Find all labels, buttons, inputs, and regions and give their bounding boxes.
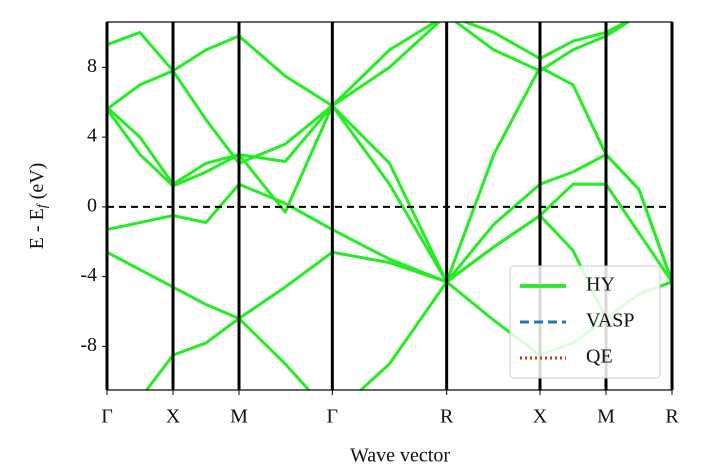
band-line bbox=[107, 22, 629, 165]
y-tick-label: 8 bbox=[87, 55, 97, 77]
y-label-sub: f bbox=[35, 202, 50, 208]
x-tick-label: X bbox=[166, 406, 181, 428]
x-tick-label: R bbox=[665, 406, 679, 428]
y-tick-label: 4 bbox=[87, 125, 97, 147]
x-tick-label: Γ bbox=[101, 406, 113, 428]
band-line bbox=[107, 104, 672, 283]
band-line bbox=[107, 22, 631, 111]
y-tick-label: -8 bbox=[80, 334, 97, 356]
legend-label: VASP bbox=[586, 310, 635, 332]
x-tick-label: M bbox=[597, 406, 615, 428]
x-tick-label: Γ bbox=[327, 406, 339, 428]
x-axis-label: Wave vector bbox=[350, 445, 450, 467]
band-line bbox=[107, 22, 631, 111]
band-line bbox=[107, 22, 631, 111]
y-label-main: E - E bbox=[26, 208, 48, 249]
band-line bbox=[107, 182, 672, 284]
y-tick-label: -4 bbox=[80, 264, 97, 286]
x-tick-label: M bbox=[230, 406, 248, 428]
y-axis-label: E - Ef (eV) bbox=[26, 163, 51, 250]
band-line bbox=[107, 65, 672, 284]
legend-box bbox=[509, 265, 661, 379]
band-line bbox=[107, 22, 630, 165]
band-line bbox=[107, 104, 672, 283]
legend-label: HY bbox=[586, 274, 615, 296]
y-label-unit: (eV) bbox=[26, 163, 48, 200]
band-line bbox=[107, 22, 629, 165]
y-tick-label: 0 bbox=[87, 194, 97, 216]
x-tick-label: R bbox=[440, 406, 454, 428]
legend-label: QE bbox=[586, 346, 613, 368]
plot-frame bbox=[106, 21, 673, 391]
band-line bbox=[107, 104, 672, 284]
x-tick-label: X bbox=[533, 406, 548, 428]
